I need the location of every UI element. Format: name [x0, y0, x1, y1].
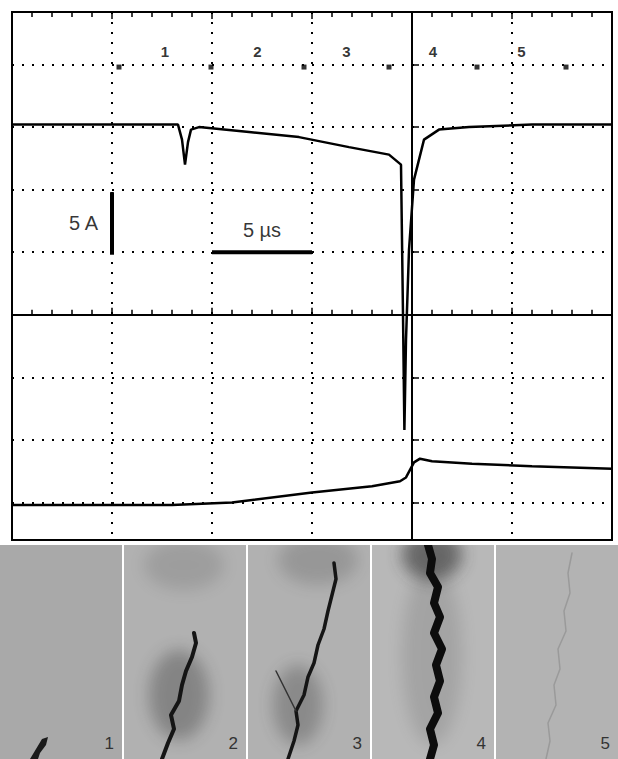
- svg-text:4: 4: [429, 43, 438, 60]
- svg-text:3: 3: [342, 43, 350, 60]
- svg-text:5 A: 5 A: [69, 212, 99, 234]
- svg-text:4: 4: [477, 734, 486, 753]
- svg-text:1: 1: [161, 43, 169, 60]
- svg-text:2: 2: [253, 43, 261, 60]
- svg-text:5: 5: [601, 734, 610, 753]
- svg-text:3: 3: [353, 734, 362, 753]
- svg-text:5: 5: [517, 43, 525, 60]
- svg-text:2: 2: [229, 734, 238, 753]
- svg-text:5 µs: 5 µs: [243, 219, 281, 241]
- svg-text:1: 1: [105, 734, 114, 753]
